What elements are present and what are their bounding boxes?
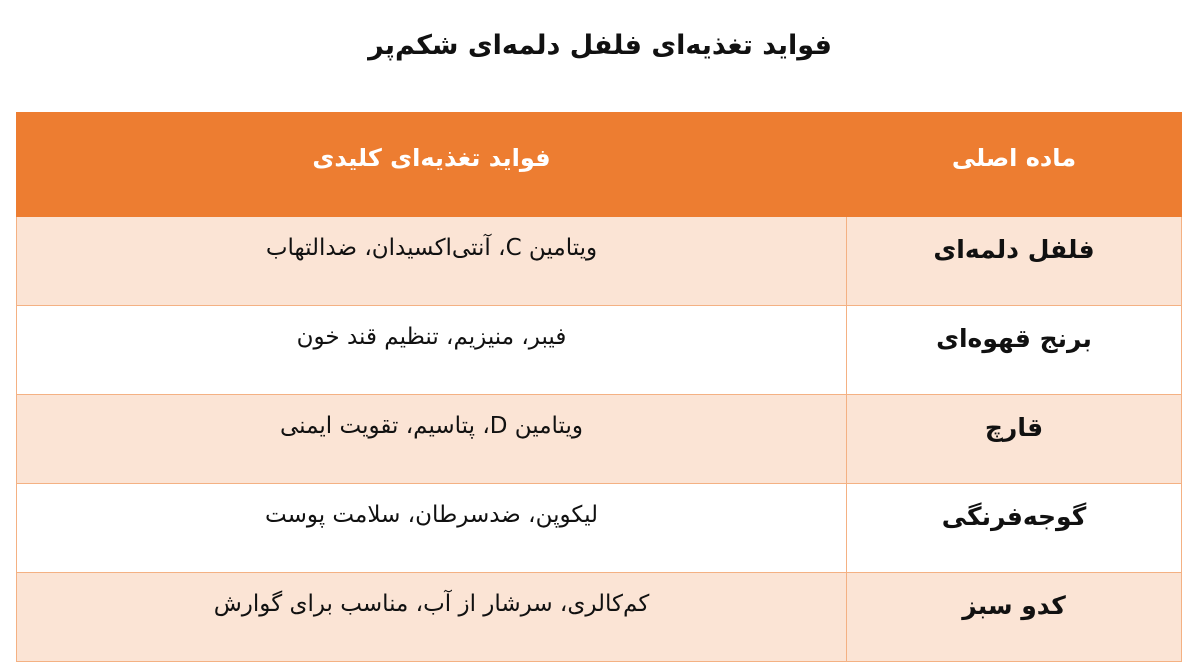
benefits-cell: ویتامین D، پتاسیم، تقویت ایمنی — [16, 394, 847, 484]
ingredient-cell: کدو سبز — [846, 572, 1182, 662]
benefits-cell: کم‌کالری، سرشار از آب، مناسب برای گوارش — [16, 572, 847, 662]
ingredient-cell: قارچ — [846, 394, 1182, 484]
ingredient-cell: فلفل دلمه‌ای — [846, 216, 1182, 306]
table-header-row: ماده اصلی فواید تغذیه‌ای کلیدی — [16, 112, 1182, 217]
ingredient-cell: گوجه‌فرنگی — [846, 483, 1182, 573]
nutrition-table: ماده اصلی فواید تغذیه‌ای کلیدی فلفل دلمه… — [16, 112, 1182, 662]
table-row: گوجه‌فرنگی لیکوپن، ضدسرطان، سلامت پوست — [16, 483, 1182, 573]
benefits-cell: ویتامین C، آنتی‌اکسیدان، ضدالتهاب — [16, 216, 847, 306]
table-row: قارچ ویتامین D، پتاسیم، تقویت ایمنی — [16, 394, 1182, 484]
ingredient-cell: برنج قهوه‌ای — [846, 305, 1182, 395]
benefits-cell: فیبر، منیزیم، تنظیم قند خون — [16, 305, 847, 395]
table-row: کدو سبز کم‌کالری، سرشار از آب، مناسب برا… — [16, 572, 1182, 662]
table-row: برنج قهوه‌ای فیبر، منیزیم، تنظیم قند خون — [16, 305, 1182, 395]
benefits-cell: لیکوپن، ضدسرطان، سلامت پوست — [16, 483, 847, 573]
table-row: فلفل دلمه‌ای ویتامین C، آنتی‌اکسیدان، ضد… — [16, 216, 1182, 306]
header-benefits: فواید تغذیه‌ای کلیدی — [16, 112, 847, 217]
header-ingredient: ماده اصلی — [846, 112, 1182, 217]
page-title: فواید تغذیه‌ای فلفل دلمه‌ای شکم‌پر — [368, 30, 832, 61]
